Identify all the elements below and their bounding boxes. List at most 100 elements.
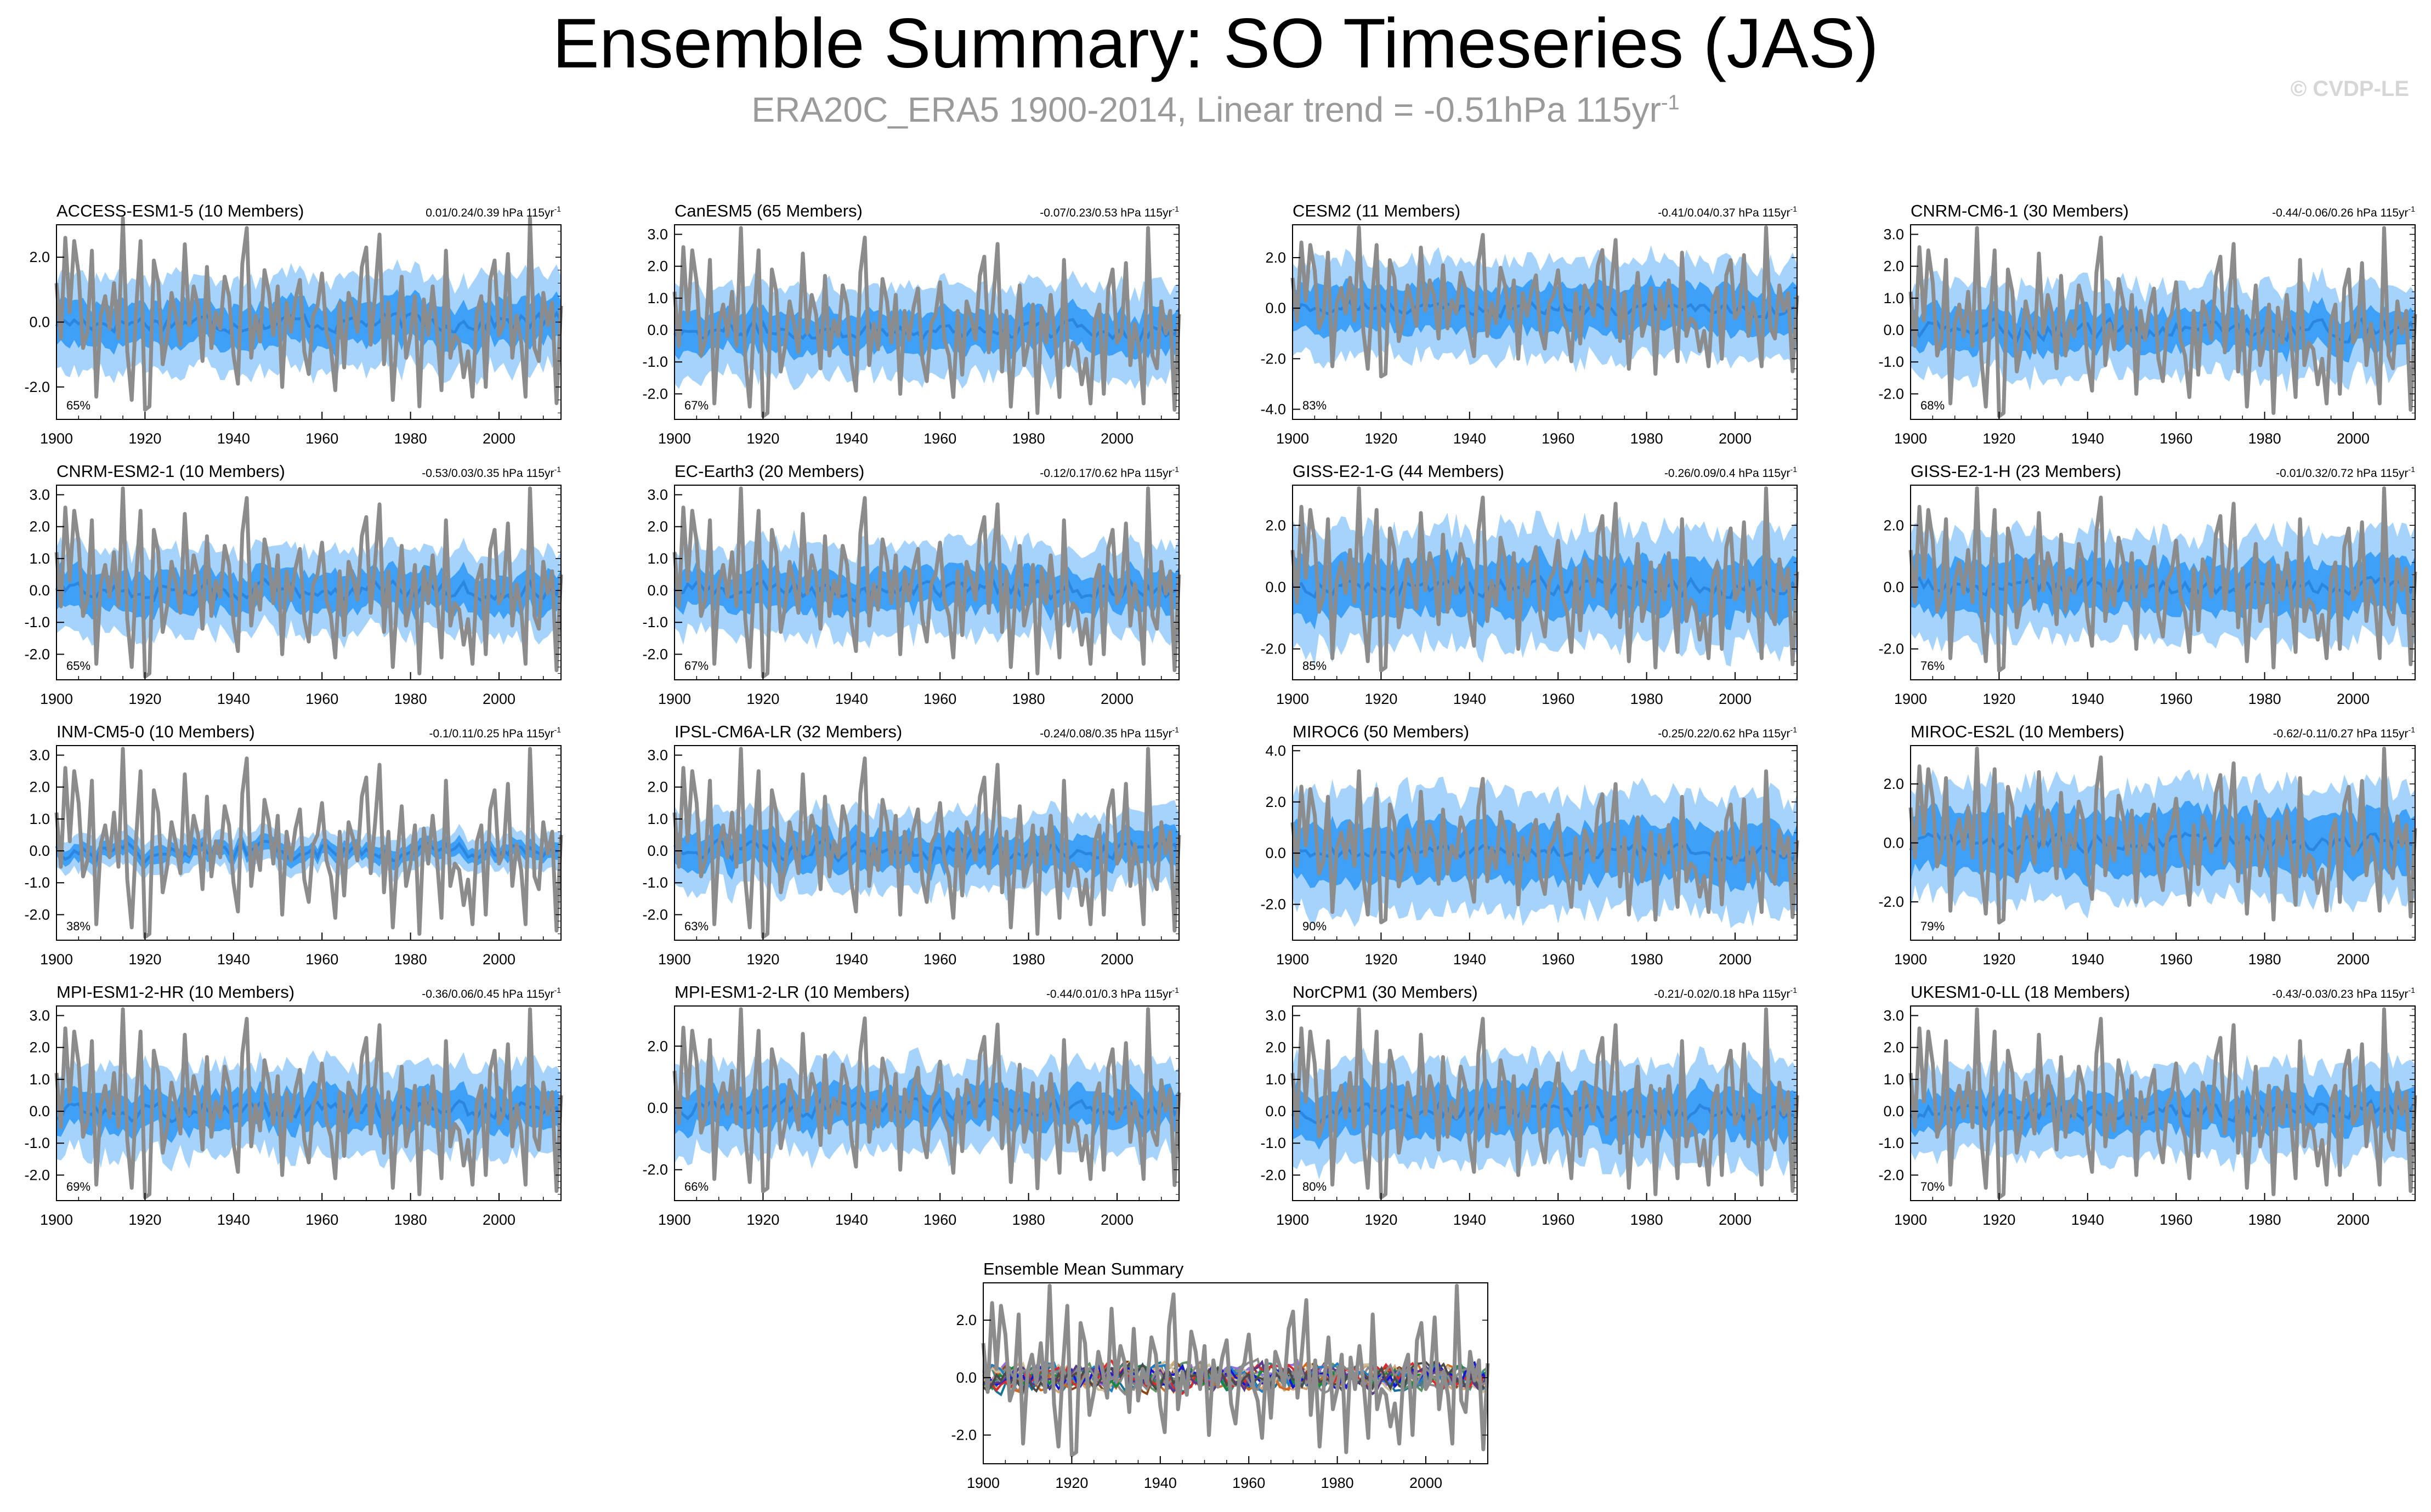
panel-percentage: 70%	[1920, 1180, 1945, 1193]
x-tick-label: 2000	[1719, 1212, 1752, 1228]
x-tick-label: 1920	[746, 951, 779, 968]
y-tick-label: 1.0	[1883, 290, 1904, 306]
observations-line	[1290, 769, 1799, 924]
panel-model-name: MPI-ESM1-2-HR	[56, 982, 189, 1002]
y-tick-label: -2.0	[24, 379, 50, 395]
x-tick-label: 1960	[2160, 951, 2192, 968]
watermark: © CVDP-LE	[2290, 77, 2409, 101]
panel-members-label: (10 Members)	[189, 982, 294, 1002]
x-tick-label: 1980	[1630, 951, 1663, 968]
plot-frame	[1910, 485, 2416, 680]
x-tick-label: 1960	[1542, 430, 1574, 447]
panel-trend-stat-value: -0.07/0.23/0.53 hPa 115yr	[1040, 207, 1172, 219]
panel-percentage: 65%	[66, 659, 90, 673]
y-tick-label: 0.0	[1883, 579, 1904, 595]
panel-trend-stat-sup: -1	[1790, 986, 1798, 994]
panel-trend-stat-value: -0.43/-0.03/0.23 hPa 115yr	[2272, 988, 2408, 1001]
panel-giss-e2-1-g: 1900 1920 1940 1960 1980 2000 -2.0 0.0 2.0 GISS-E…	[1260, 462, 1799, 707]
panel-members-label: (10 Members)	[149, 722, 255, 741]
y-tick-label: -2.0	[1878, 894, 1904, 910]
panel-percentage: 85%	[1302, 659, 1327, 673]
x-tick-label: 1940	[835, 1212, 868, 1228]
x-tick-label: 1940	[217, 951, 250, 968]
x-tick-label: 1920	[746, 691, 779, 707]
panel-mpi-esm1-2-lr: 1900 1920 1940 1960 1980 2000 -2.0 0.0 2.0 MPI-ES…	[642, 982, 1181, 1228]
x-tick-label: 1940	[2071, 430, 2104, 447]
y-tick-label: -2.0	[1260, 350, 1286, 367]
panel-members-label: (44 Members)	[1398, 462, 1504, 481]
x-tick-label: 1900	[967, 1475, 1000, 1491]
panel-trend-stat-value: -0.21/-0.02/0.18 hPa 115yr	[1654, 988, 1790, 1001]
panel-model-name: IPSL-CM6A-LR	[675, 722, 796, 741]
panel-percentage: 67%	[684, 399, 709, 412]
y-tick-label: 2.0	[647, 1038, 668, 1054]
y-tick-label: 2.0	[29, 779, 50, 795]
panel-percentage: 63%	[684, 919, 709, 933]
y-tick-label: 1.0	[29, 1071, 50, 1088]
y-tick-label: 1.0	[647, 811, 668, 827]
y-tick-label: 2.0	[1883, 776, 1904, 792]
x-tick-label: 1980	[2248, 691, 2281, 707]
x-tick-label: 1900	[1894, 951, 1927, 968]
x-tick-label: 1980	[1321, 1475, 1354, 1491]
x-tick-label: 1960	[923, 691, 956, 707]
panel-access-esm1-5: 1900 1920 1940 1960 1980 2000 -2.0 0.0 2.0 ACCESS…	[24, 201, 563, 447]
panel-members-label: (10 Members)	[2019, 722, 2124, 741]
x-tick-label: 1900	[40, 691, 73, 707]
y-tick-label: -1.0	[24, 1135, 50, 1151]
x-tick-label: 1960	[305, 951, 338, 968]
panel-model-name: GISS-E2-1-H	[1911, 462, 2015, 481]
y-tick-label: -2.0	[1878, 641, 1904, 657]
x-tick-label: 2000	[483, 691, 515, 707]
x-tick-label: 2000	[1719, 691, 1752, 707]
x-tick-label: 1940	[1453, 951, 1486, 968]
y-tick-label: -1.0	[1878, 1135, 1904, 1151]
panel-percentage: 83%	[1302, 399, 1327, 412]
panel-title: CanESM5 (65 Members)	[675, 201, 863, 220]
panel-title: GISS-E2-1-H (23 Members)	[1911, 462, 2121, 481]
y-tick-label: -2.0	[642, 1162, 668, 1178]
x-tick-label: 1920	[1982, 430, 2015, 447]
x-tick-label: 1980	[1012, 1212, 1045, 1228]
x-tick-label: 2000	[1101, 691, 1134, 707]
y-tick-label: 1.0	[647, 290, 668, 306]
x-tick-label: 1920	[1364, 1212, 1397, 1228]
y-tick-label: 3.0	[29, 486, 50, 503]
y-tick-label: -2.0	[24, 1167, 50, 1183]
y-tick-label: 0.0	[1265, 300, 1286, 316]
y-tick-label: -2.0	[1260, 896, 1286, 913]
y-tick-label: 0.0	[1883, 322, 1904, 338]
y-tick-label: 0.0	[956, 1369, 977, 1386]
x-tick-label: 2000	[2337, 1212, 2370, 1228]
x-tick-label: 1980	[2248, 951, 2281, 968]
y-tick-label: 0.0	[1265, 579, 1286, 595]
panel-members-label: (65 Members)	[757, 201, 863, 220]
panel-model-name: ACCESS-ESM1-5	[56, 201, 198, 220]
panel-members-label: (30 Members)	[2023, 201, 2129, 220]
y-tick-label: 1.0	[29, 550, 50, 567]
x-tick-label: 1920	[1982, 691, 2015, 707]
panel-trend-stat-sup: -1	[2409, 725, 2416, 734]
y-tick-label: 3.0	[1883, 226, 1904, 242]
x-tick-label: 1960	[2160, 691, 2192, 707]
panel-cnrm-esm2-1: 1900 1920 1940 1960 1980 2000 -2.0 -1.0 0.0 1.0 2.…	[24, 462, 563, 707]
panel-trend-stat-value: -0.44/0.01/0.3 hPa 115yr	[1046, 988, 1172, 1001]
subtitle: ERA20C_ERA5 1900-2014, Linear trend = -0…	[0, 90, 2431, 129]
y-tick-label: 3.0	[1883, 1007, 1904, 1024]
plot-frame	[1910, 224, 2416, 420]
panel-norcpm1: 1900 1920 1940 1960 1980 2000 -2.0 -1.0 0.0 1.0 2.…	[1260, 982, 1799, 1228]
panel-title: NorCPM1 (30 Members)	[1293, 982, 1478, 1002]
panel-trend-stat: -0.21/-0.02/0.18 hPa 115yr-1	[1654, 986, 1797, 1001]
y-tick-label: 2.0	[1883, 1039, 1904, 1056]
x-tick-label: 1980	[394, 951, 427, 968]
y-tick-label: 2.0	[1883, 517, 1904, 533]
panel-ipsl-cm6a-lr: 1900 1920 1940 1960 1980 2000 -2.0 -1.0 0.0 1.0 2.…	[642, 722, 1181, 968]
x-tick-label: 1960	[923, 951, 956, 968]
panel-trend-stat: -0.1/0.11/0.25 hPa 115yr-1	[429, 725, 562, 740]
panel-title: MIROC-ES2L (10 Members)	[1911, 722, 2124, 741]
panel-model-name: MIROC-ES2L	[1911, 722, 2019, 741]
panel-model-name: MPI-ESM1-2-LR	[675, 982, 804, 1002]
x-tick-label: 1940	[2071, 691, 2104, 707]
panel-percentage: 76%	[1920, 659, 1945, 673]
panel-percentage: 69%	[66, 1180, 90, 1193]
